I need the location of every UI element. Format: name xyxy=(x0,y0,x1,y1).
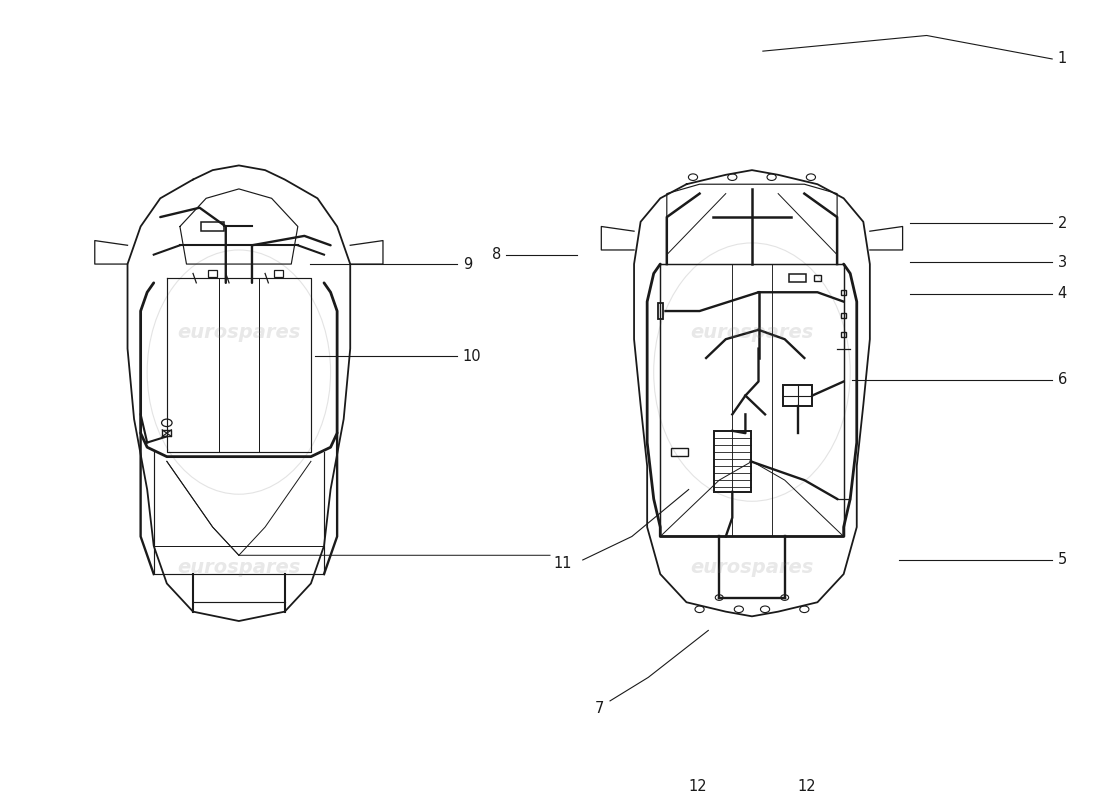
Text: eurospares: eurospares xyxy=(691,323,814,342)
Bar xyxy=(814,275,822,281)
Bar xyxy=(671,448,689,456)
Bar xyxy=(162,430,172,437)
Text: 6: 6 xyxy=(1057,373,1067,387)
Bar xyxy=(783,386,812,406)
Text: 10: 10 xyxy=(463,349,482,364)
Text: 12: 12 xyxy=(689,779,706,794)
Bar xyxy=(842,332,846,337)
Text: 2: 2 xyxy=(1057,216,1067,231)
Text: 12: 12 xyxy=(798,779,816,794)
Text: eurospares: eurospares xyxy=(177,558,300,578)
Text: eurospares: eurospares xyxy=(691,558,814,578)
Bar xyxy=(714,431,750,492)
Text: 9: 9 xyxy=(463,257,472,271)
Text: 3: 3 xyxy=(1057,255,1067,270)
Bar xyxy=(842,314,846,318)
Bar xyxy=(658,302,663,319)
Bar xyxy=(790,274,806,282)
Bar xyxy=(842,290,846,294)
Bar xyxy=(274,270,283,277)
Text: 5: 5 xyxy=(1057,553,1067,567)
Bar xyxy=(208,270,218,277)
Text: 7: 7 xyxy=(594,702,604,716)
Text: 8: 8 xyxy=(492,247,500,262)
Text: 1: 1 xyxy=(1057,51,1067,66)
Text: 11: 11 xyxy=(553,556,572,571)
Text: 4: 4 xyxy=(1057,286,1067,302)
Bar xyxy=(201,222,224,230)
Text: eurospares: eurospares xyxy=(177,323,300,342)
